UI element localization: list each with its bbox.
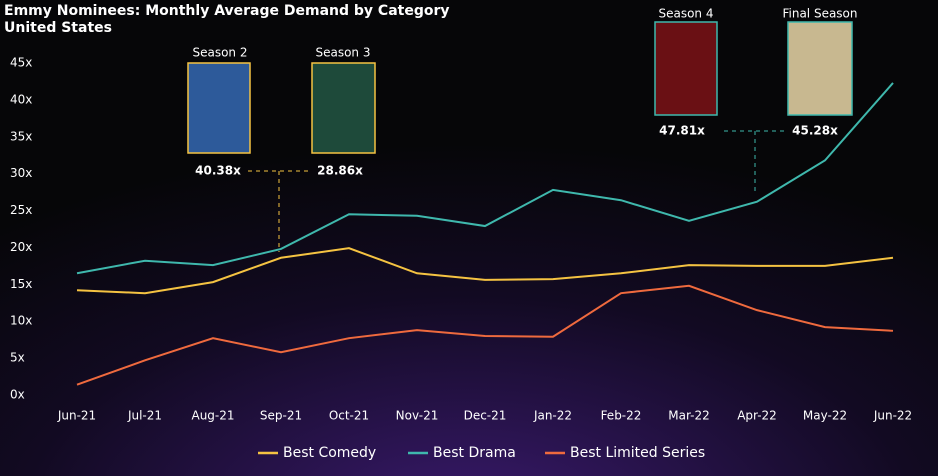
poster xyxy=(311,62,376,154)
x-tick-label: Jan-22 xyxy=(533,409,572,423)
line-series xyxy=(76,247,894,295)
x-tick-label: Jun-21 xyxy=(57,409,96,423)
annotation-leader xyxy=(724,130,786,195)
chart-title: Emmy Nominees: Monthly Average Demand by… xyxy=(4,3,450,19)
annotation-value: 40.38x xyxy=(195,164,241,178)
line-series xyxy=(76,82,894,275)
x-tick-label: Apr-22 xyxy=(737,409,777,423)
legend-label: Best Drama xyxy=(433,445,516,461)
line-series xyxy=(76,284,894,386)
y-tick-label: 15x xyxy=(10,277,32,291)
legend-label: Best Comedy xyxy=(283,445,376,461)
annotation-label: Season 4 xyxy=(658,7,713,21)
poster xyxy=(654,21,718,116)
y-tick-label: 0x xyxy=(10,388,25,402)
y-tick-label: 40x xyxy=(10,92,32,106)
x-tick-label: Oct-21 xyxy=(329,409,369,423)
x-tick-label: Aug-21 xyxy=(191,409,234,423)
y-tick-label: 5x xyxy=(10,351,25,365)
x-tick-label: May-22 xyxy=(803,409,847,423)
y-tick-label: 45x xyxy=(10,56,32,70)
legend-label: Best Limited Series xyxy=(570,445,705,461)
x-tick-label: Jul-21 xyxy=(127,409,162,423)
y-tick-label: 30x xyxy=(10,166,32,180)
y-tick-label: 10x xyxy=(10,314,32,328)
y-tick-label: 35x xyxy=(10,129,32,143)
x-tick-label: Mar-22 xyxy=(668,409,709,423)
annotation-value: 47.81x xyxy=(659,124,705,138)
x-tick-label: Nov-21 xyxy=(396,409,439,423)
x-tick-label: Sep-21 xyxy=(260,409,302,423)
annotation-label: Season 2 xyxy=(192,46,247,60)
annotation-label: Season 3 xyxy=(315,46,370,60)
x-tick-label: Feb-22 xyxy=(601,409,642,423)
annotation-value: 45.28x xyxy=(792,124,838,138)
poster xyxy=(187,62,251,154)
x-tick-label: Dec-21 xyxy=(464,409,507,423)
chart-subtitle: United States xyxy=(4,20,112,36)
x-tick-label: Jun-22 xyxy=(873,409,912,423)
y-tick-label: 20x xyxy=(10,240,32,254)
annotation-label: Final Season xyxy=(782,7,857,21)
y-tick-label: 25x xyxy=(10,203,32,217)
annotation-value: 28.86x xyxy=(317,164,363,178)
annotation-leader xyxy=(248,170,310,252)
poster xyxy=(787,21,853,116)
